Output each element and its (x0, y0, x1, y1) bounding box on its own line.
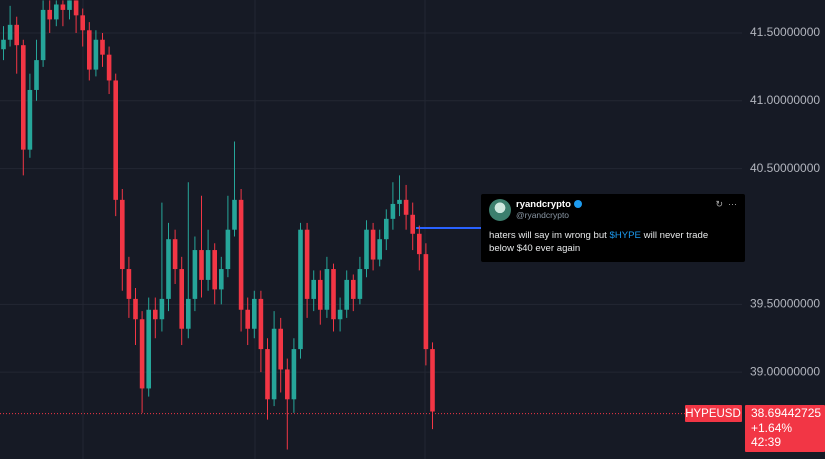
candle-body (245, 309, 250, 329)
candle-body (166, 239, 171, 299)
y-tick-label: 39.00000000 (750, 364, 820, 378)
tweet-text-before: haters will say im wrong but (489, 230, 610, 241)
candle-body (172, 239, 178, 270)
candle-body (225, 229, 231, 270)
tweet-handle: @ryandcrypto (516, 210, 570, 220)
candle-body (430, 349, 435, 412)
candle-body (93, 39, 99, 70)
candle-body (159, 298, 165, 320)
candle-body (87, 30, 92, 70)
candle-body (205, 250, 211, 280)
candle-body (318, 279, 323, 310)
candle-body (199, 250, 204, 280)
candle-body (212, 250, 217, 290)
candle-body (265, 349, 270, 400)
candle-body (417, 233, 422, 255)
candle-body (139, 319, 145, 389)
candle-body (186, 298, 191, 329)
candle-body (14, 24, 19, 46)
candle-body (106, 54, 112, 81)
verified-badge (573, 200, 582, 208)
candle-body (337, 309, 343, 320)
candle-body (344, 279, 349, 310)
avatar (489, 199, 511, 221)
candle-body (252, 298, 257, 329)
countdown-label: 42:39 (751, 435, 781, 449)
candle-body (100, 39, 105, 55)
tweet-text-after: will never trade below $40 ever again (489, 230, 709, 254)
candle-body (351, 279, 356, 299)
candle-body (370, 229, 376, 260)
cashtag[interactable]: $HYPE (609, 230, 641, 241)
candle-body (304, 229, 310, 299)
y-tick-label: 40.50000000 (750, 161, 820, 175)
candle-body (423, 254, 429, 350)
candle-body (285, 369, 290, 400)
candle-body (357, 269, 363, 299)
candle-body (403, 199, 409, 215)
candle-body (192, 250, 198, 299)
candle-body (21, 45, 26, 150)
candle-body (133, 298, 138, 320)
candle-body (27, 89, 33, 150)
candle-body (291, 349, 297, 400)
candle-body (238, 199, 244, 310)
candle-body (364, 229, 369, 270)
candle-body (54, 4, 59, 20)
candle-body (47, 9, 52, 20)
author-name: ryandcrypto (516, 199, 571, 210)
candle-body (311, 279, 316, 299)
candle-body (179, 269, 184, 329)
symbol-label-bg (685, 405, 742, 422)
candle-body (278, 328, 283, 370)
candle-body (1, 39, 6, 50)
candle-body (126, 269, 132, 299)
tweet-author: ryandcrypto (516, 199, 582, 210)
y-tick-label: 41.50000000 (750, 25, 820, 39)
candle-body (219, 269, 224, 290)
tweet-icons: ↻ ··· (715, 199, 737, 209)
candle-body (40, 9, 46, 61)
tweet-card[interactable]: ryandcrypto @ryandcrypto ↻ ··· haters wi… (481, 194, 745, 262)
candle-body (34, 60, 39, 90)
tweet-text: haters will say im wrong but $HYPE will … (489, 229, 733, 255)
candle-body (67, 0, 72, 10)
candle-body (153, 309, 158, 320)
candle-body (271, 328, 277, 400)
candle-body (377, 239, 382, 260)
symbol-label: HYPEUSD (685, 408, 741, 420)
candle-body (258, 298, 264, 350)
candle-body (384, 218, 389, 240)
candle-body (60, 4, 66, 10)
change-label: +1.64% (751, 421, 792, 435)
last-price-label: 38.69442725 (751, 406, 821, 420)
candle-body (390, 203, 396, 219)
candle-body (324, 269, 330, 310)
candle-body (397, 199, 402, 204)
y-tick-label: 41.00000000 (750, 93, 820, 107)
candle-body (410, 214, 415, 234)
candle-body (298, 229, 303, 350)
price-label-bg (745, 405, 825, 452)
candle-body (7, 24, 13, 40)
candle-body (73, 0, 79, 16)
candle-body (331, 269, 336, 320)
candle-body (232, 199, 237, 230)
candle-body (146, 309, 151, 389)
candle-body (120, 199, 125, 270)
candle-body (113, 80, 118, 200)
candle-body (80, 15, 85, 31)
y-tick-label: 39.50000000 (750, 296, 820, 310)
